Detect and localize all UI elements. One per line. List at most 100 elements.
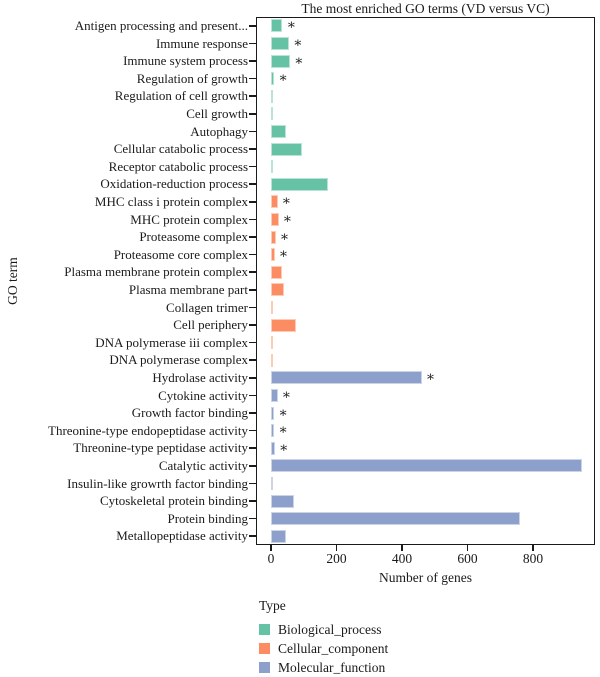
significance-asterisk: ∗ — [286, 18, 296, 34]
y-tick-mark — [249, 324, 256, 326]
significance-asterisk: ∗ — [282, 211, 293, 227]
bar-biological_process — [271, 177, 329, 191]
bar-cellular_component — [271, 230, 276, 244]
bar-molecular_function — [271, 476, 274, 490]
legend-items: Biological_process Cellular_component Mole… — [259, 620, 388, 677]
y-axis-label: Cellular catabolic process — [113, 141, 248, 157]
y-axis-label: Protein binding — [167, 510, 248, 526]
x-tick-mark — [335, 545, 338, 551]
y-tick-mark — [249, 289, 256, 291]
y-tick-mark — [249, 148, 256, 150]
significance-asterisk: ∗ — [281, 387, 292, 403]
bar-biological_process — [271, 124, 286, 138]
y-axis-label: Regulation of growth — [136, 70, 248, 86]
bar-cellular_component — [271, 318, 296, 332]
y-axis-label: Threonine-type peptidase activity — [73, 440, 248, 456]
bar-molecular_function — [271, 441, 275, 455]
x-tick-mark — [401, 545, 403, 551]
y-tick-mark — [249, 95, 256, 97]
x-tick-label: 800 — [522, 551, 544, 566]
y-axis-label: Insulin-like growrth factor binding — [67, 475, 248, 491]
y-tick-mark — [249, 77, 256, 80]
y-axis-label: Antigen processing and present... — [74, 18, 248, 33]
bar-molecular_function — [271, 388, 278, 402]
y-tick-mark — [249, 218, 256, 221]
bar-cellular_component — [271, 248, 275, 262]
legend-swatch — [259, 643, 270, 654]
y-tick-mark — [249, 341, 256, 344]
bar-biological_process — [271, 36, 289, 50]
significance-asterisk: ∗ — [278, 405, 288, 421]
significance-asterisk: ∗ — [425, 370, 436, 386]
y-tick-mark — [249, 130, 256, 133]
legend-item: Cellular_component — [259, 639, 388, 658]
bar-molecular_function — [271, 371, 422, 385]
chart-title: The most enriched GO terms (VD versus VC… — [301, 1, 550, 16]
y-tick-mark — [249, 412, 256, 414]
x-tick-label: 200 — [326, 551, 347, 566]
y-axis-label: Receptor catabolic process — [108, 158, 248, 174]
y-axis-label: MHC protein complex — [130, 211, 248, 227]
significance-asterisk: ∗ — [278, 71, 288, 87]
y-tick-mark — [249, 500, 256, 502]
x-tick-label: 0 — [267, 551, 275, 566]
bar-cellular_component — [271, 283, 285, 297]
x-tick-label: 400 — [391, 551, 413, 566]
bar-biological_process — [271, 160, 273, 174]
significance-asterisk: ∗ — [278, 440, 289, 456]
x-tick-mark — [270, 545, 272, 551]
significance-asterisk: ∗ — [278, 247, 289, 263]
y-tick-mark — [249, 183, 256, 185]
bar-biological_process — [271, 72, 275, 86]
y-axis-label: Proteasome complex — [139, 229, 248, 245]
bar-molecular_function — [271, 459, 583, 473]
y-tick-mark — [249, 535, 256, 537]
y-axis-label: Cytokine activity — [158, 387, 248, 403]
y-tick-mark — [249, 236, 256, 238]
legend: Type Biological_process Cellular_componen… — [259, 598, 388, 677]
bar-molecular_function — [271, 529, 286, 543]
significance-asterisk: ∗ — [293, 35, 303, 51]
legend-swatch — [259, 624, 270, 635]
bar-molecular_function — [271, 424, 275, 438]
y-tick-mark — [249, 377, 256, 379]
y-axis-label: Cell growth — [186, 106, 248, 121]
bar-cellular_component — [271, 336, 274, 350]
bar-molecular_function — [271, 406, 275, 420]
x-tick-mark — [466, 545, 469, 551]
y-axis-label: Plasma membrane protein complex — [64, 264, 248, 280]
legend-title: Type — [259, 598, 286, 613]
y-tick-mark — [249, 306, 256, 309]
bar-molecular_function — [271, 494, 294, 508]
y-tick-mark — [249, 271, 256, 273]
y-tick-mark — [249, 465, 256, 467]
bar-cellular_component — [271, 195, 278, 209]
legend-label: Molecular_function — [278, 659, 386, 675]
y-tick-mark — [249, 482, 256, 485]
y-tick-mark — [249, 394, 256, 397]
significance-asterisk: ∗ — [279, 229, 290, 245]
bar-molecular_function — [271, 512, 520, 526]
y-axis-label: Collagen trimer — [166, 299, 248, 315]
y-axis-label: Threonine-type endopeptidase activity — [48, 422, 248, 438]
y-axis-label: MHC class i protein complex — [94, 194, 248, 209]
y-tick-mark — [249, 25, 256, 27]
bar-cellular_component — [271, 353, 274, 367]
bar-cellular_component — [271, 300, 274, 314]
y-axis-label: DNA polymerase iii complex — [95, 334, 248, 350]
y-axis-label: Metallopeptidase activity — [116, 528, 248, 544]
y-tick-mark — [249, 113, 256, 115]
significance-asterisk: ∗ — [278, 423, 288, 439]
y-axis-label: Catalytic activity — [158, 458, 248, 473]
legend-label: Biological_process — [278, 621, 382, 637]
y-axis-label: DNA polymerase complex — [109, 352, 248, 368]
bar-biological_process — [271, 107, 274, 121]
y-axis-label: Cytoskeletal protein binding — [99, 493, 248, 509]
significance-asterisk: ∗ — [293, 53, 304, 69]
significance-asterisk: ∗ — [281, 194, 292, 210]
x-tick-label: 600 — [457, 551, 478, 566]
y-axis-label: Immune system process — [123, 53, 248, 69]
y-axis-label: Cell periphery — [173, 317, 248, 333]
x-axis-title: Number of genes — [379, 570, 472, 585]
